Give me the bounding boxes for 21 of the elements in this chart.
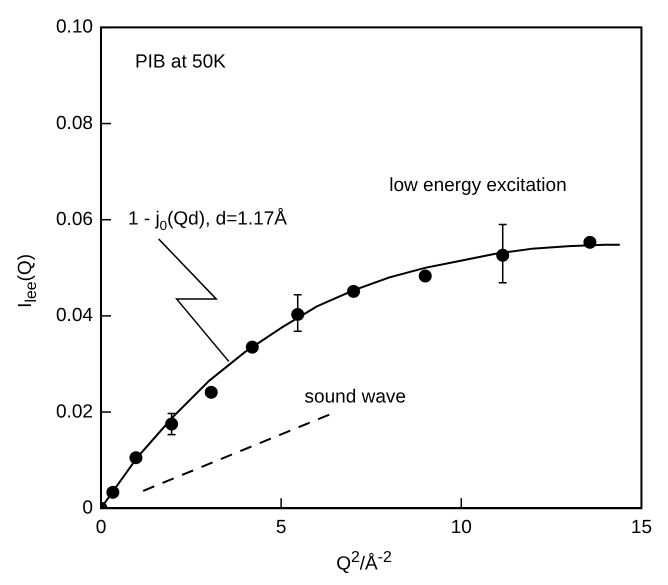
point bbox=[246, 340, 259, 354]
point bbox=[129, 451, 142, 464]
point bbox=[418, 269, 432, 282]
series-label: sound wave bbox=[304, 386, 406, 408]
y-tick-label: 0.10 bbox=[56, 16, 93, 38]
text: low energy excitation bbox=[389, 174, 567, 196]
y-tick-label: 0.04 bbox=[56, 305, 94, 326]
y-tick-label: 0.08 bbox=[56, 112, 93, 134]
x-axis-title: Q$^{2}$/Å$^{-2}$ bbox=[335, 548, 393, 575]
x-tick-label: 10 bbox=[450, 516, 472, 538]
x-tick-label: 5 bbox=[276, 516, 286, 538]
point bbox=[347, 284, 360, 298]
x-tick-label: 15 bbox=[630, 516, 652, 538]
y-tick-label: 0 bbox=[82, 497, 93, 518]
y-tick-label: 0.06 bbox=[56, 208, 93, 230]
annotation: PIB at 50K bbox=[134, 51, 226, 72]
point bbox=[204, 386, 218, 399]
y-tick-label: 0.02 bbox=[56, 401, 93, 422]
point bbox=[106, 486, 120, 499]
point bbox=[583, 236, 596, 249]
x-tick-label: 0 bbox=[96, 516, 106, 538]
